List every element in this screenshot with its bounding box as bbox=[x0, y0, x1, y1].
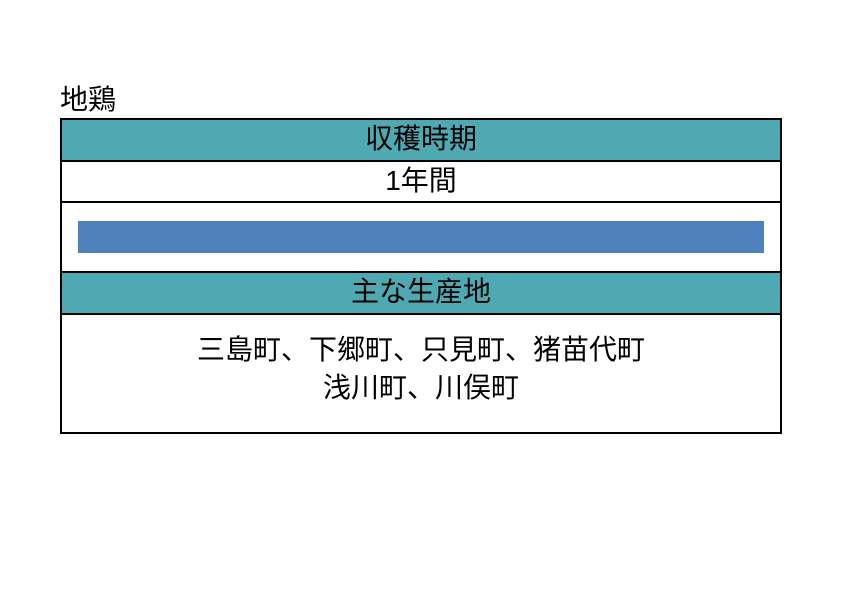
harvest-value: 1年間 bbox=[62, 162, 780, 204]
production-line-1: 三島町、下郷町、只見町、猪苗代町 bbox=[62, 331, 780, 369]
page: 地鶏 収穫時期 1年間 主な生産地 三島町、下郷町、只見町、猪苗代町 浅川町、川… bbox=[0, 0, 842, 595]
harvest-header: 収穫時期 bbox=[62, 120, 780, 162]
production-header: 主な生産地 bbox=[62, 273, 780, 315]
timeline-bar-row bbox=[62, 203, 780, 273]
timeline-bar bbox=[78, 221, 764, 253]
page-title: 地鶏 bbox=[60, 78, 116, 118]
production-line-2: 浅川町、川俣町 bbox=[62, 369, 780, 407]
production-value: 三島町、下郷町、只見町、猪苗代町 浅川町、川俣町 bbox=[62, 315, 780, 433]
info-table: 収穫時期 1年間 主な生産地 三島町、下郷町、只見町、猪苗代町 浅川町、川俣町 bbox=[60, 118, 782, 434]
